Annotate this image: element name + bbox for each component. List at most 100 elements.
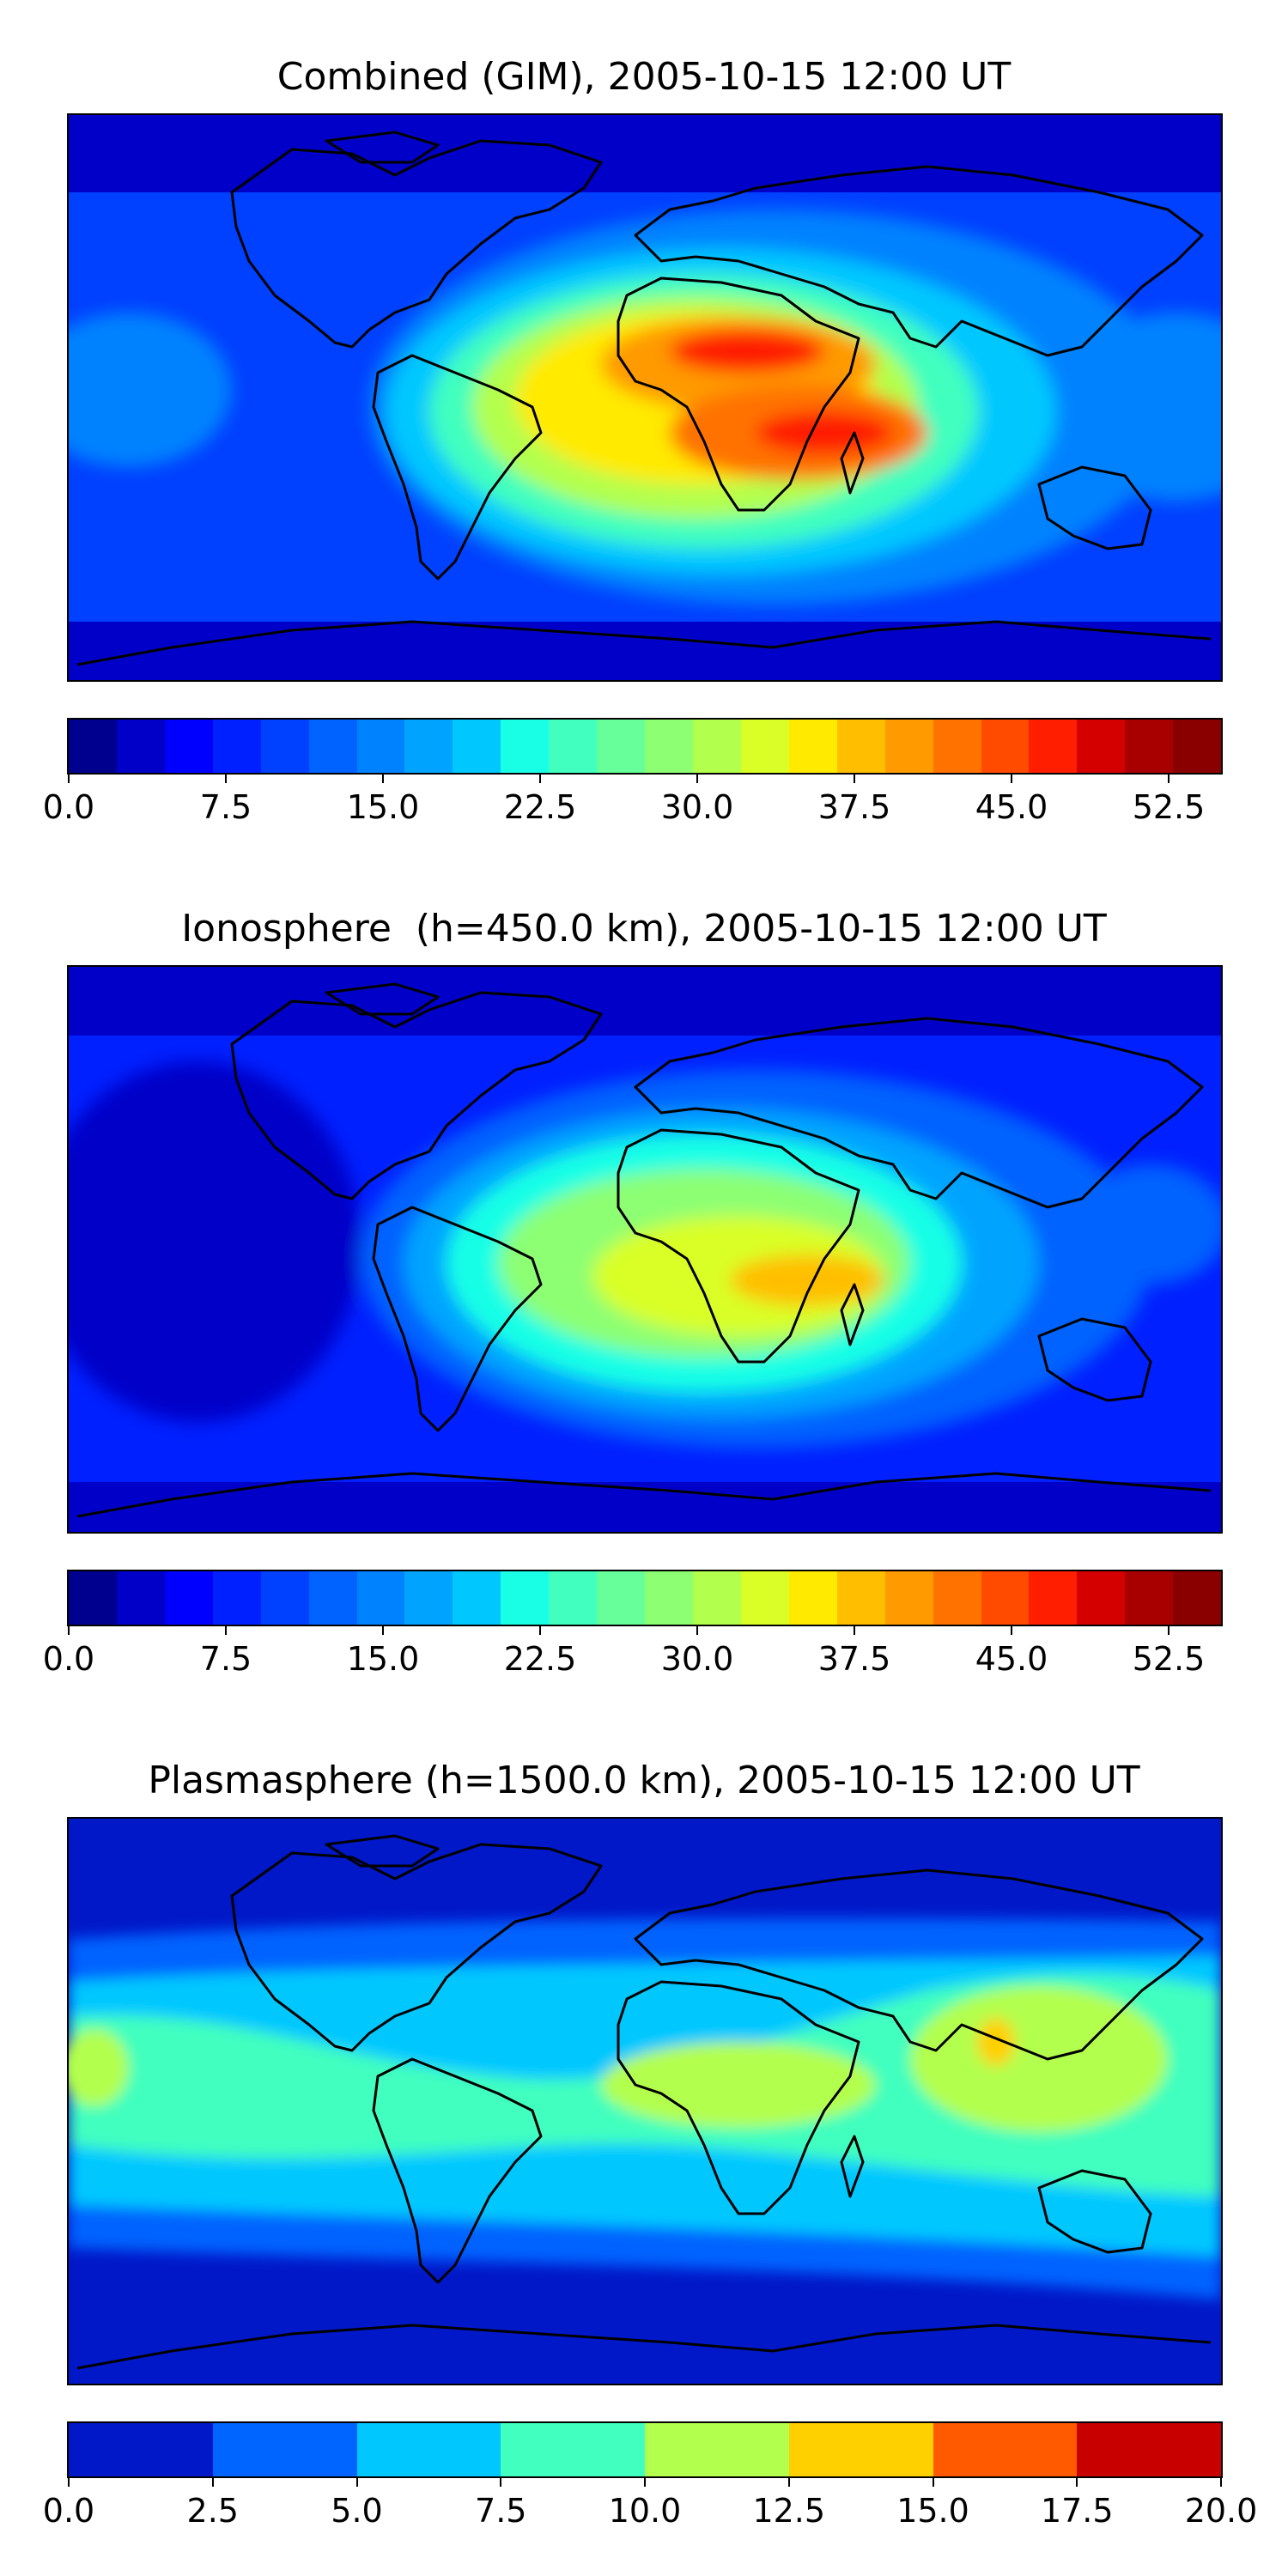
tec-field-plasmasphere [69, 1819, 1221, 2384]
coastlines-ionosphere [76, 982, 1212, 1518]
colorbar-segment [645, 720, 693, 773]
colorbar-tick-label: 15.0 [896, 2492, 969, 2530]
colorbar-segment [356, 2423, 501, 2476]
colorbar-segment [1173, 1571, 1222, 1625]
colorbar-segment [308, 720, 357, 773]
colorbar-segment [597, 720, 646, 773]
colorbar-tick-label: 10.0 [608, 2492, 682, 2530]
colorbar-tick-label: 0.0 [42, 1640, 95, 1678]
colorbar-tick-label: 37.5 [817, 1640, 891, 1678]
colorbar-tick-mark [225, 775, 227, 783]
colorbar-tick-mark [539, 775, 541, 783]
colorbar-tick-mark [1076, 2478, 1078, 2487]
coastlines-combined [76, 131, 1212, 666]
colorbar-tick-mark [1011, 1626, 1012, 1635]
colorbar-tick-label: 30.0 [660, 1640, 734, 1678]
colorbar-segment [549, 1571, 598, 1625]
colorbar-tick-label: 30.0 [660, 788, 734, 826]
colorbar-segment [788, 1571, 837, 1625]
colorbar-segment [645, 2423, 789, 2476]
colorbar-tick-mark [539, 1626, 541, 1635]
colorbar-tick-label: 37.5 [817, 788, 891, 826]
colorbar-segment [981, 1571, 1030, 1625]
colorbar-tick-mark [225, 1626, 227, 1635]
colorbar-segment [453, 1571, 501, 1625]
tec-map-combined [67, 113, 1223, 682]
colorbar-tick-label: 0.0 [42, 788, 95, 826]
colorbar-tick-mark [644, 2478, 646, 2487]
colorbar-tick-label: 7.5 [475, 2492, 527, 2530]
tec-field-ionosphere [69, 967, 1221, 1532]
map-title-combined: Combined (GIM), 2005-10-15 12:00 UT [276, 55, 1012, 99]
colorbar-segment [260, 1571, 309, 1625]
colorbar-ticks-combined: 0.0 7.5 15.0 22.5 30.0 37.5 45.0 52.5 [43, 775, 1223, 826]
coastlines-plasmasphere [76, 1834, 1212, 2370]
colorbar-segment [836, 1571, 885, 1625]
colorbar-segment [69, 720, 117, 773]
colorbar-tick-mark [68, 1626, 70, 1635]
colorbar-tick-label: 22.5 [503, 1640, 577, 1678]
colorbar-tick-label: 5.0 [331, 2492, 383, 2530]
colorbar-segment [692, 720, 741, 773]
colorbar-segment [1173, 720, 1222, 773]
colorbar-tick-mark [355, 2478, 358, 2487]
colorbar-tick-label: 45.0 [975, 1640, 1048, 1678]
colorbar-tick-mark [696, 1626, 698, 1635]
colorbar-tick-mark [1011, 775, 1012, 783]
colorbar-tick-label: 52.5 [1132, 788, 1206, 826]
colorbar-tick-mark [211, 2478, 214, 2487]
colorbar-segment [453, 720, 501, 773]
colorbar-segment [740, 720, 789, 773]
colorbar-segment [740, 1571, 789, 1625]
colorbar-segment [788, 720, 837, 773]
colorbar-segment [260, 720, 309, 773]
colorbar-segment [212, 720, 261, 773]
colorbar-tick-mark [500, 2478, 502, 2487]
colorbar-segment [884, 1571, 933, 1625]
colorbar-tick-mark [68, 2478, 70, 2487]
colorbar-segment [404, 1571, 453, 1625]
colorbar-segment [404, 720, 453, 773]
colorbar-tick-mark [382, 1626, 384, 1635]
colorbar-segment [933, 2423, 1078, 2476]
colorbar-tick-mark [696, 775, 698, 783]
colorbar-segment [164, 1571, 213, 1625]
colorbar-plasmasphere [67, 2421, 1223, 2478]
tec-field-combined [69, 115, 1221, 680]
colorbar-tick-label: 22.5 [503, 788, 577, 826]
colorbar-segment [597, 1571, 646, 1625]
colorbar-tick-mark [787, 2478, 790, 2487]
colorbar-tick-label: 45.0 [975, 788, 1048, 826]
colorbar-combined [67, 718, 1223, 775]
colorbar-tick-label: 7.5 [199, 1640, 252, 1678]
map-title-ionosphere: Ionosphere (h=450.0 km), 2005-10-15 12:0… [181, 907, 1107, 951]
colorbar-segment [356, 1571, 405, 1625]
colorbar-segment [69, 1571, 117, 1625]
colorbar-segment [356, 720, 405, 773]
colorbar-segment [116, 720, 165, 773]
colorbar-tick-mark [1168, 775, 1170, 783]
colorbar-segment [308, 1571, 357, 1625]
colorbar-ionosphere [67, 1570, 1223, 1626]
colorbar-segment [788, 2423, 933, 2476]
colorbar-tick-label: 12.5 [752, 2492, 826, 2530]
colorbar-segment [1077, 720, 1126, 773]
colorbar-segment [1029, 720, 1078, 773]
colorbar-segment [501, 1571, 550, 1625]
colorbar-tick-label: 17.5 [1040, 2492, 1114, 2530]
colorbar-segment [501, 2423, 645, 2476]
colorbar-segment [116, 1571, 165, 1625]
colorbar-segment [981, 720, 1030, 773]
colorbar-segment [1029, 1571, 1078, 1625]
colorbar-segment [933, 1571, 981, 1625]
colorbar-segment [884, 720, 933, 773]
colorbar-segment [212, 1571, 261, 1625]
colorbar-tick-label: 52.5 [1132, 1640, 1206, 1678]
colorbar-tick-label: 7.5 [199, 788, 252, 826]
colorbar-segment [501, 720, 550, 773]
colorbar-segment [1077, 1571, 1126, 1625]
colorbar-segment [1077, 2423, 1221, 2476]
colorbar-segment [836, 720, 885, 773]
colorbar-ticks-ionosphere: 0.0 7.5 15.0 22.5 30.0 37.5 45.0 52.5 [43, 1626, 1223, 1678]
colorbar-tick-mark [68, 775, 70, 783]
